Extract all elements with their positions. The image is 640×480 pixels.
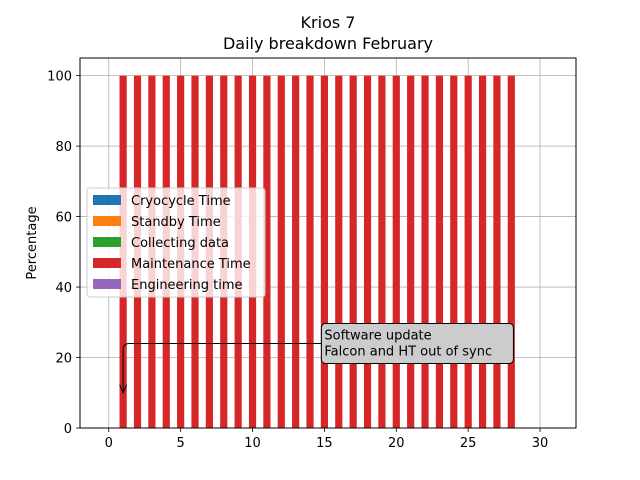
x-tick-label: 25 bbox=[460, 436, 477, 451]
legend-swatch bbox=[93, 195, 121, 205]
bar bbox=[263, 75, 271, 428]
chart-title: Krios 7 bbox=[301, 13, 356, 32]
bar bbox=[277, 75, 285, 428]
bar bbox=[493, 75, 501, 428]
x-tick-label: 5 bbox=[176, 436, 184, 451]
bar bbox=[363, 75, 372, 428]
legend-label: Collecting data bbox=[131, 236, 229, 251]
legend-label: Cryocycle Time bbox=[131, 194, 231, 209]
x-tick-label: 0 bbox=[105, 436, 113, 451]
bar bbox=[450, 75, 458, 428]
annotation-connector bbox=[122, 343, 322, 391]
annotation-arrowhead bbox=[119, 384, 128, 395]
annotations: Software update Falcon and HT out of syn… bbox=[119, 323, 514, 395]
y-tick-label: 0 bbox=[64, 422, 72, 437]
bar bbox=[392, 75, 400, 428]
annotation-text: Falcon and HT out of sync bbox=[324, 345, 492, 360]
y-tick-label: 20 bbox=[55, 352, 72, 367]
legend-swatch bbox=[93, 258, 121, 268]
legend-swatch bbox=[93, 216, 121, 226]
x-tick-label: 15 bbox=[316, 436, 333, 451]
legend-swatch bbox=[93, 279, 121, 289]
bar bbox=[407, 75, 415, 428]
annotation-box bbox=[320, 323, 514, 365]
bar bbox=[378, 75, 386, 428]
bar bbox=[349, 75, 357, 428]
x-tick-label: 20 bbox=[388, 436, 405, 451]
x-tick-label: 30 bbox=[532, 436, 549, 451]
y-tick-label: 80 bbox=[55, 140, 72, 155]
legend-label: Engineering time bbox=[131, 278, 243, 293]
y-axis-label: Percentage bbox=[25, 206, 40, 279]
plot-frame bbox=[79, 57, 577, 429]
legend: Cryocycle Time Standby Time Collecting dat… bbox=[86, 187, 266, 298]
y-tick-label: 100 bbox=[47, 70, 72, 85]
y-tick-label: 60 bbox=[55, 211, 72, 226]
bar bbox=[320, 75, 328, 428]
chart-subtitle: Daily breakdown February bbox=[223, 34, 433, 53]
bar bbox=[292, 75, 300, 428]
y-tick-label: 40 bbox=[55, 281, 72, 296]
legend-frame bbox=[86, 187, 266, 298]
legend-swatch bbox=[93, 237, 121, 247]
bar bbox=[464, 75, 472, 428]
bar bbox=[435, 75, 444, 428]
bar bbox=[478, 75, 487, 428]
bar bbox=[421, 75, 429, 428]
bar bbox=[507, 75, 515, 428]
tick-labels: 0 5 10 15 20 25 30 0 20 40 60 80 100 bbox=[47, 70, 548, 451]
annotation-text: Software update bbox=[324, 329, 431, 344]
bar bbox=[335, 75, 343, 428]
legend-label: Maintenance Time bbox=[131, 257, 251, 272]
x-tick-label: 10 bbox=[244, 436, 261, 451]
legend-label: Standby Time bbox=[131, 215, 221, 230]
bar bbox=[306, 75, 314, 428]
